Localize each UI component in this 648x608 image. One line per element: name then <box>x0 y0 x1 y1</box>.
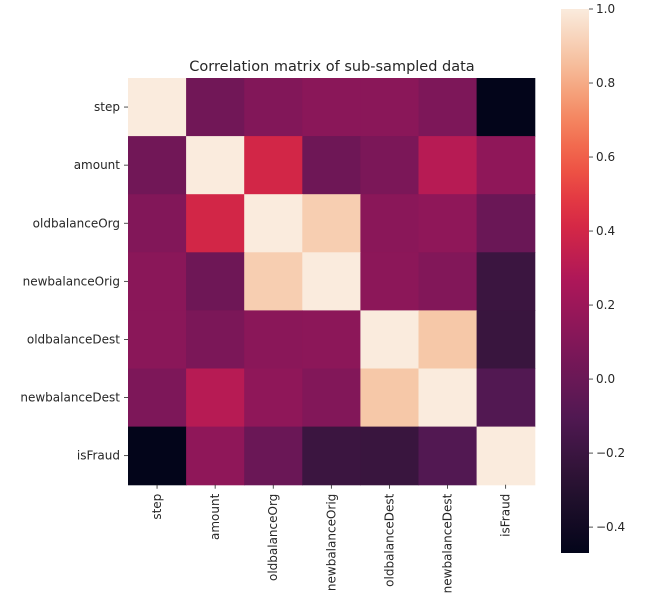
heatmap-cell <box>244 194 303 253</box>
heatmap-cell <box>476 136 536 195</box>
heatmap-cell <box>186 310 245 370</box>
y-tick-label: oldbalanceOrg <box>33 216 120 230</box>
heatmap-cell <box>360 78 420 137</box>
heatmap-cell <box>302 310 361 370</box>
colorbar-tick-label: −0.4 <box>596 520 625 534</box>
y-tick-label: isFraud <box>77 449 120 463</box>
y-tick-label: newbalanceOrig <box>23 274 120 288</box>
heatmap-cell <box>302 426 361 486</box>
heatmap-cell <box>186 368 245 428</box>
heatmap-cell <box>128 368 187 428</box>
heatmap-cell <box>418 368 478 428</box>
x-tick-label: oldbalanceDest <box>382 493 396 586</box>
y-tick-label: step <box>94 100 120 114</box>
x-axis-ticks: step amount oldbalanceOrg newbalanceOrig old… <box>150 484 513 593</box>
x-tick-label: amount <box>208 493 222 540</box>
heatmap-cell <box>360 194 420 253</box>
heatmap-cell <box>418 426 478 486</box>
heatmap-cell <box>476 310 536 370</box>
y-tick-label: oldbalanceDest <box>27 332 120 346</box>
heatmap-cell <box>186 78 245 137</box>
heatmap-cell <box>418 78 478 137</box>
colorbar-tick-label: −0.2 <box>596 446 625 460</box>
heatmap-cell <box>244 136 303 195</box>
heatmap-cell <box>302 136 361 195</box>
colorbar <box>561 9 589 553</box>
colorbar-tick-label: 0.6 <box>596 150 615 164</box>
x-tick-label: newbalanceOrig <box>324 494 338 591</box>
heatmap-cell <box>128 136 187 195</box>
heatmap-cell <box>186 136 245 195</box>
heatmap-cell <box>186 252 245 311</box>
heatmap-cell <box>244 78 303 137</box>
colorbar-tick-label: 0.8 <box>596 76 615 90</box>
heatmap-cell <box>476 368 536 428</box>
x-tick-label: step <box>150 494 164 520</box>
heatmap-cell <box>128 252 187 311</box>
heatmap-cell <box>128 194 187 253</box>
heatmap-cell <box>128 310 187 370</box>
heatmap-cell <box>186 426 245 486</box>
heatmap-cell <box>302 78 361 137</box>
heatmap-cell <box>418 252 478 311</box>
heatmap-cell <box>302 194 361 253</box>
y-axis-ticks: step amount oldbalanceOrg newbalanceOrig old… <box>20 100 128 463</box>
y-tick-label: amount <box>74 158 121 172</box>
heatmap-cell <box>244 368 303 428</box>
heatmap-cells <box>128 78 536 486</box>
heatmap-cell <box>360 252 420 311</box>
colorbar-tick-label: 0.2 <box>596 298 615 312</box>
heatmap-cell <box>418 194 478 253</box>
heatmap-cell <box>418 136 478 195</box>
x-tick-label: newbalanceDest <box>441 493 455 593</box>
heatmap-cell <box>128 78 187 137</box>
colorbar-ticks: 1.0 0.8 0.6 0.4 0.2 0.0 −0.2 −0.4 <box>589 2 625 534</box>
heatmap-cell <box>476 252 536 311</box>
heatmap-cell <box>476 194 536 253</box>
heatmap-cell <box>244 310 303 370</box>
heatmap-cell <box>418 310 478 370</box>
colorbar-tick-label: 0.4 <box>596 224 615 238</box>
chart-title: Correlation matrix of sub-sampled data <box>189 59 474 75</box>
colorbar-tick-label: 0.0 <box>596 372 615 386</box>
heatmap-cell <box>244 252 303 311</box>
x-tick-label: oldbalanceOrg <box>266 494 280 581</box>
heatmap-cell <box>128 426 187 486</box>
heatmap-cell <box>360 368 420 428</box>
heatmap-cell <box>476 426 536 486</box>
heatmap-cell <box>302 368 361 428</box>
heatmap-cell <box>476 78 536 137</box>
heatmap-cell <box>360 426 420 486</box>
heatmap-cell <box>186 194 245 253</box>
heatmap-cell <box>360 136 420 195</box>
heatmap-cell <box>302 252 361 311</box>
heatmap-cell <box>360 310 420 370</box>
y-tick-label: newbalanceDest <box>20 391 120 405</box>
colorbar-tick-label: 1.0 <box>596 2 615 16</box>
heatmap-cell <box>244 426 303 486</box>
x-tick-label: isFraud <box>499 494 513 537</box>
